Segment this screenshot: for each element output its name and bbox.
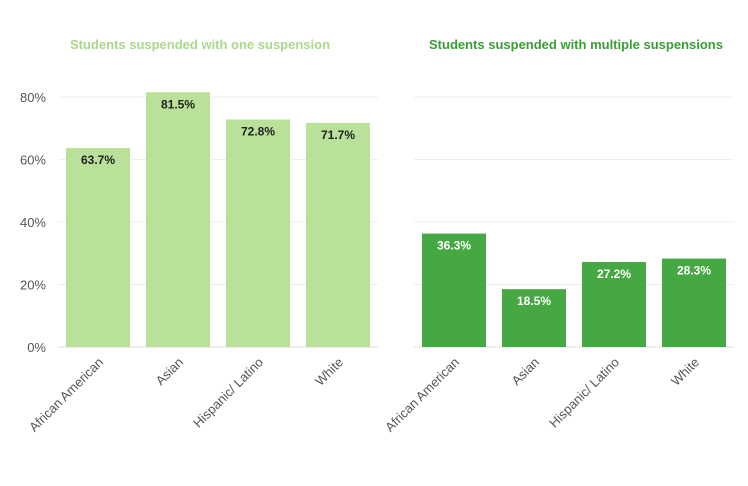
chart-1-category-label: White <box>312 355 346 389</box>
chart-2-bar <box>422 233 486 347</box>
chart-2-category-label: White <box>668 355 702 389</box>
chart-1-y-tick-label: 40% <box>20 215 46 230</box>
chart-1-y-tick-label: 20% <box>20 278 46 293</box>
chart-2-bar-value-label: 18.5% <box>517 294 551 308</box>
chart-2-title: Students suspended with multiple suspens… <box>429 37 723 52</box>
chart-1-y-tick-label: 80% <box>20 90 46 105</box>
chart-1-bar <box>146 92 210 347</box>
chart-1-title: Students suspended with one suspension <box>70 37 330 52</box>
chart-1-category-label: Hispanic/ Latino <box>190 355 266 431</box>
chart-1-category-label: African American <box>26 355 106 435</box>
chart-2-category-label: Hispanic/ Latino <box>546 355 622 431</box>
chart-2-bar <box>582 262 646 347</box>
chart-2-category-label: Asian <box>509 355 543 389</box>
chart-1-y-tick-label: 0% <box>27 340 46 355</box>
chart-1-bar-value-label: 72.8% <box>241 125 275 139</box>
chart-2-bar <box>502 289 566 347</box>
chart-2-bar-value-label: 28.3% <box>677 264 711 278</box>
chart-2-bar-value-label: 27.2% <box>597 267 631 281</box>
chart-1-y-tick-label: 60% <box>20 153 46 168</box>
chart-1-bar-value-label: 63.7% <box>81 153 115 167</box>
chart-1-category-label: Asian <box>153 355 187 389</box>
chart-2-bar <box>662 258 726 347</box>
chart-1-bar <box>306 122 370 347</box>
chart-1-bar-value-label: 71.7% <box>321 128 355 142</box>
chart-1-bar <box>66 147 130 347</box>
chart-2-bar-value-label: 36.3% <box>437 239 471 253</box>
chart-1-bar <box>226 119 290 347</box>
chart-2-category-label: African American <box>382 355 462 435</box>
chart-1-bar-value-label: 81.5% <box>161 97 195 111</box>
